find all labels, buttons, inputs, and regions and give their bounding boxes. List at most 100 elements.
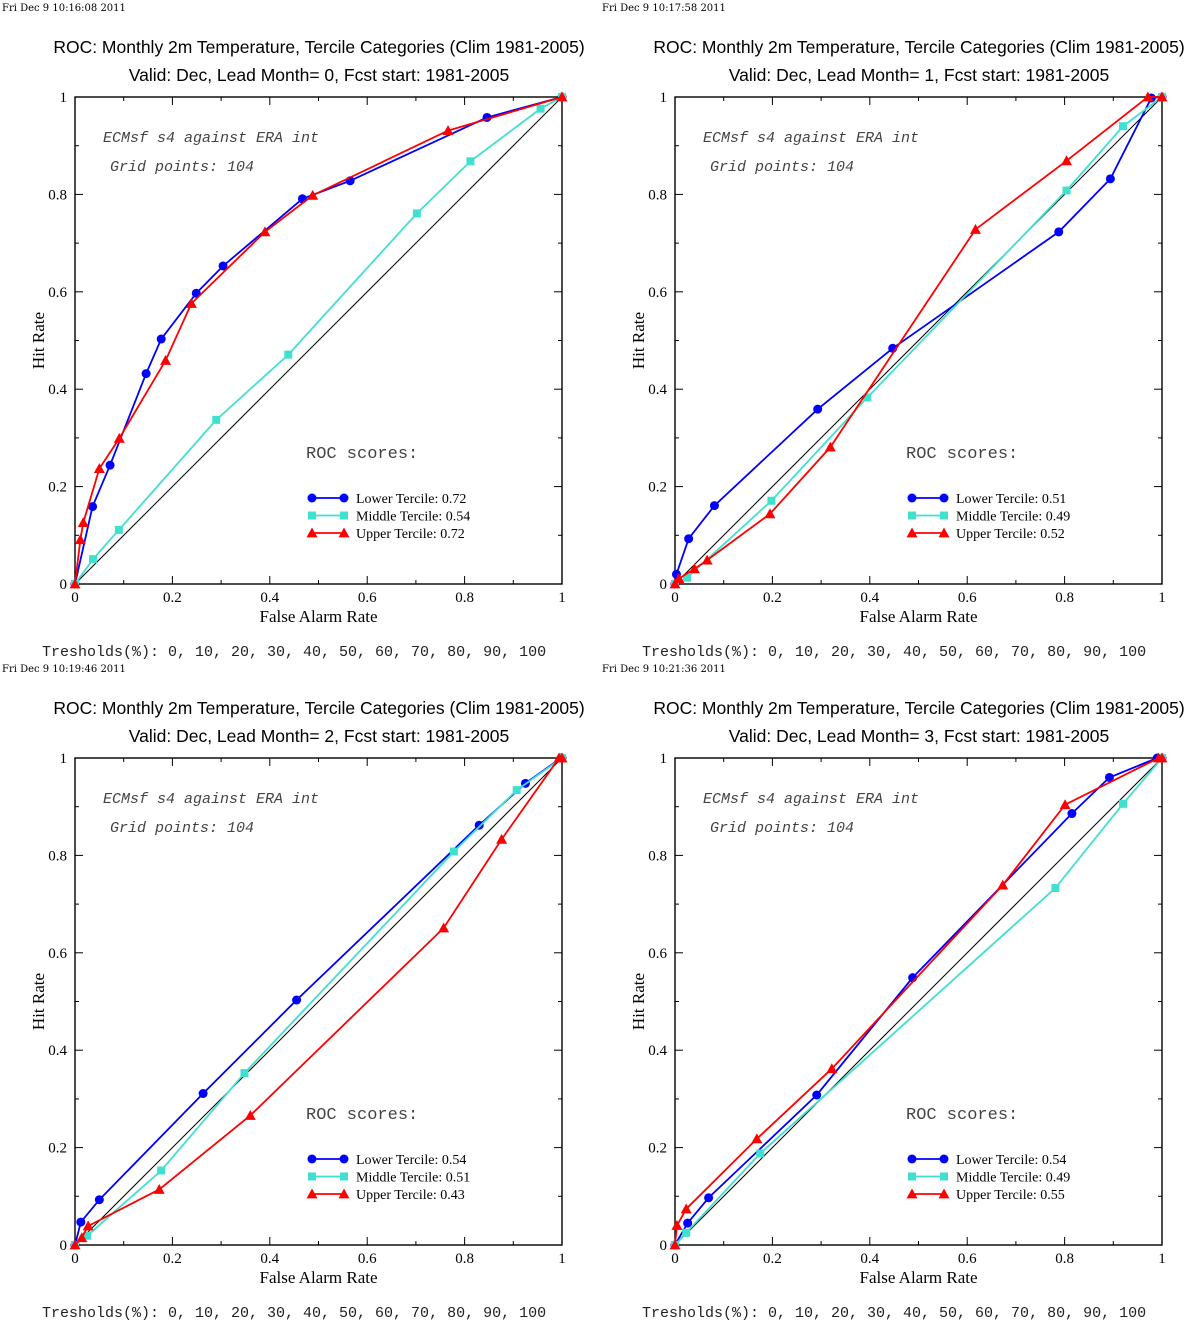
- legend-marker: [940, 1172, 948, 1181]
- x-tick-label: 1: [558, 1251, 566, 1267]
- legend-marker: [939, 1154, 949, 1164]
- thresholds-text: Tresholds(%): 0, 10, 20, 30, 40, 50, 60,…: [642, 1305, 1146, 1322]
- legend-marker: [907, 1154, 917, 1164]
- data-point: [682, 1228, 691, 1237]
- data-point: [113, 432, 125, 443]
- data-point: [824, 441, 836, 452]
- legend-entry: Middle Tercile: 0.49: [908, 1171, 1070, 1186]
- legend-marker: [907, 493, 917, 503]
- legend-label: Lower Tercile: 0.72: [356, 492, 466, 507]
- data-point: [680, 1203, 692, 1214]
- data-point: [69, 1239, 81, 1250]
- data-point: [688, 563, 700, 574]
- roc-panel-lead-1: Fri Dec 9 10:17:58 2011 ROC: Monthly 2m T…: [600, 0, 1200, 661]
- data-point: [153, 1183, 165, 1194]
- data-point: [1142, 91, 1154, 102]
- data-point: [709, 501, 719, 511]
- x-axis-title: False Alarm Rate: [259, 607, 377, 626]
- legend-label: Lower Tercile: 0.51: [956, 492, 1066, 507]
- legend-label: Middle Tercile: 0.49: [956, 1171, 1070, 1186]
- chart-title: ROC: Monthly 2m Temperature, Tercile Cat…: [53, 37, 584, 57]
- data-point: [240, 1069, 249, 1078]
- y-axis-title: Hit Rate: [29, 973, 48, 1030]
- no-skill-diagonal: [74, 96, 563, 585]
- data-point: [449, 847, 458, 856]
- annotation-text: Grid points: 104: [110, 159, 254, 176]
- x-tick-label: 0.2: [163, 1251, 182, 1267]
- legend-label: Middle Tercile: 0.51: [356, 1171, 470, 1186]
- data-point: [160, 354, 172, 365]
- legend-label: Middle Tercile: 0.54: [356, 510, 470, 525]
- roc-scores-header: ROC scores:: [906, 1106, 1018, 1125]
- roc-chart-svg: Fri Dec 9 10:19:46 2011 ROC: Monthly 2m T…: [2, 664, 585, 1322]
- legend-marker: [906, 527, 918, 538]
- data-point: [764, 508, 776, 519]
- y-tick-label: 0.2: [48, 1141, 67, 1157]
- data-point: [997, 879, 1009, 890]
- data-point: [683, 1218, 693, 1228]
- x-tick-label: 0.4: [260, 1251, 279, 1267]
- data-point: [671, 1220, 683, 1230]
- data-point: [157, 1166, 166, 1175]
- timestamp: Fri Dec 9 10:21:36 2011: [602, 664, 726, 675]
- x-tick-label: 0.4: [860, 1251, 879, 1267]
- data-point: [185, 297, 197, 308]
- y-tick-label: 0.4: [648, 382, 667, 398]
- data-point: [1067, 809, 1077, 819]
- data-point: [83, 1231, 92, 1240]
- data-point: [259, 226, 271, 237]
- data-point: [1119, 799, 1128, 808]
- series-line: [674, 96, 1163, 585]
- x-axis-title: False Alarm Rate: [859, 1268, 977, 1287]
- x-tick-label: 0.2: [763, 1251, 782, 1267]
- x-axis-title: False Alarm Rate: [859, 607, 977, 626]
- x-tick-label: 0.2: [163, 590, 182, 606]
- legend-marker: [938, 1188, 950, 1199]
- series-triangle: [669, 752, 1168, 1250]
- legend-entry: Lower Tercile: 0.51: [907, 492, 1066, 507]
- legend-marker: [338, 527, 350, 538]
- y-tick-label: 0.6: [48, 946, 67, 962]
- data-point: [442, 125, 454, 136]
- series-line: [674, 96, 1162, 585]
- legend-marker: [340, 1172, 348, 1181]
- data-point: [76, 1232, 88, 1243]
- data-point: [292, 995, 302, 1005]
- legend-marker: [940, 511, 948, 520]
- chart-title: ROC: Monthly 2m Temperature, Tercile Cat…: [53, 698, 584, 718]
- data-point: [683, 573, 692, 582]
- legend-entry: Lower Tercile: 0.54: [907, 1153, 1066, 1168]
- data-point: [212, 415, 221, 424]
- data-point: [1061, 155, 1073, 166]
- data-point: [812, 1090, 822, 1100]
- legend-entry: Upper Tercile: 0.55: [906, 1188, 1065, 1203]
- chart-title: ROC: Monthly 2m Temperature, Tercile Cat…: [653, 698, 1184, 718]
- chart-subtitle: Valid: Dec, Lead Month= 3, Fcst start: 1…: [729, 726, 1110, 746]
- data-point: [813, 404, 823, 414]
- legend-marker: [306, 527, 318, 538]
- legend-label: Upper Tercile: 0.55: [956, 1188, 1065, 1203]
- legend-label: Upper Tercile: 0.43: [356, 1188, 465, 1203]
- data-point: [701, 554, 713, 565]
- data-point: [767, 496, 776, 505]
- y-tick-label: 0.4: [48, 382, 67, 398]
- annotation-text: Grid points: 104: [110, 820, 254, 837]
- x-tick-label: 0: [71, 1251, 79, 1267]
- legend-label: Lower Tercile: 0.54: [356, 1153, 466, 1168]
- data-point: [94, 1195, 104, 1205]
- legend-entry: Upper Tercile: 0.43: [306, 1188, 465, 1203]
- roc-chart-svg: Fri Dec 9 10:16:08 2011 ROC: Monthly 2m T…: [2, 3, 585, 661]
- x-tick-label: 0.6: [358, 1251, 377, 1267]
- data-point: [669, 578, 681, 589]
- x-tick-label: 0: [671, 1251, 679, 1267]
- x-tick-label: 0: [671, 590, 679, 606]
- series-triangle: [69, 91, 568, 589]
- legend-entry: Lower Tercile: 0.72: [307, 492, 466, 507]
- data-point: [74, 534, 86, 545]
- data-point: [1062, 186, 1071, 195]
- legend-entry: Lower Tercile: 0.54: [307, 1153, 466, 1168]
- roc-scores-header: ROC scores:: [906, 445, 1018, 464]
- timestamp: Fri Dec 9 10:17:58 2011: [602, 3, 726, 14]
- data-point: [704, 1193, 714, 1203]
- no-skill-diagonal: [74, 757, 563, 1246]
